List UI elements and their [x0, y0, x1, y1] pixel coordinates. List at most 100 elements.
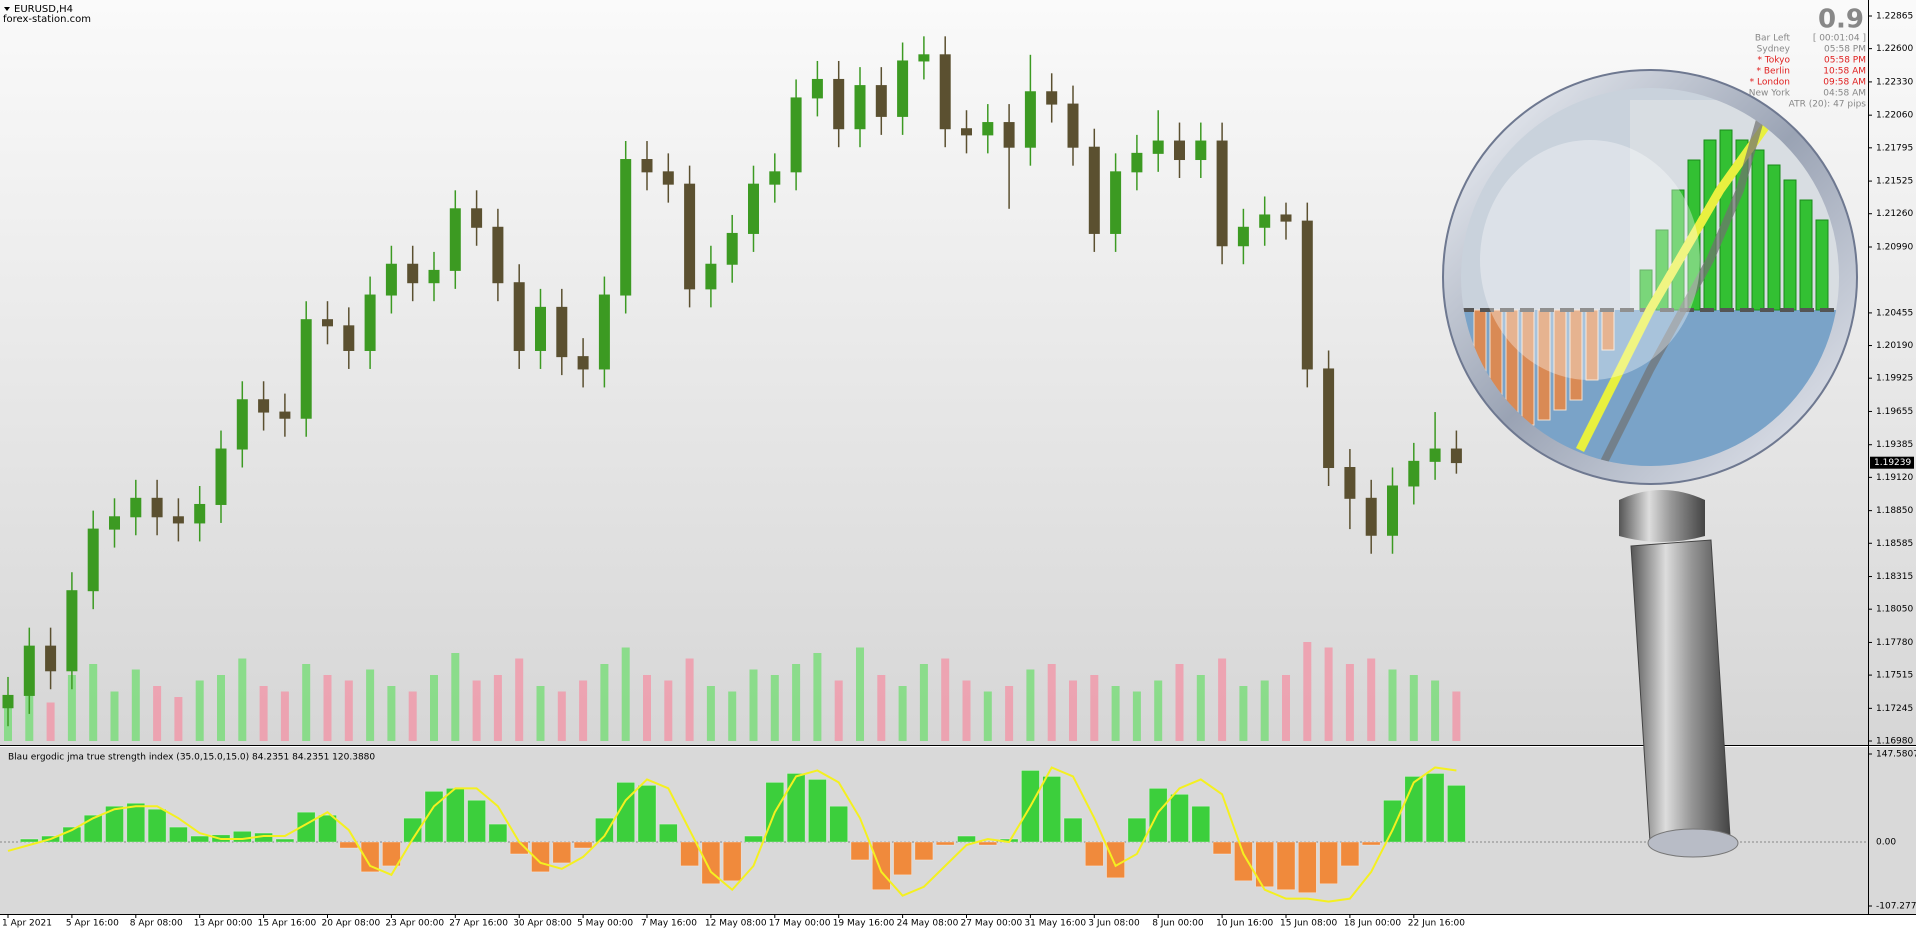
volume-bar: [1111, 686, 1120, 741]
symbol: EURUSD,H4: [14, 4, 73, 15]
histogram-bar: [233, 830, 252, 843]
y-tick-label: 1.21795: [1876, 143, 1913, 153]
y-tick-label: 0.00: [1876, 838, 1896, 848]
histogram-bar: [935, 841, 955, 846]
candle-body: [1174, 140, 1185, 161]
histogram-bar: [680, 841, 699, 867]
histogram-bar: [467, 799, 486, 843]
histogram-bar: [1063, 817, 1083, 843]
candle-body: [130, 497, 142, 518]
histogram-bar: [1042, 776, 1061, 843]
info-label: * Tokyo: [1757, 56, 1790, 66]
x-tick-label: 22 Jun 16:00: [1408, 919, 1465, 929]
x-tick-label: 10 Jun 16:00: [1216, 919, 1273, 929]
histogram-bar: [552, 841, 572, 864]
candle-body: [194, 503, 206, 524]
histogram-bar: [850, 841, 870, 861]
candle-body: [1450, 448, 1462, 464]
y-tick-label: 1.16980: [1876, 737, 1913, 747]
volume-bar: [1069, 680, 1077, 741]
histogram-bar: [978, 841, 998, 846]
histogram-bar: [701, 841, 721, 885]
volume-bar: [557, 691, 566, 741]
volume-bar: [515, 658, 524, 741]
histogram-bar: [360, 841, 380, 873]
candle-body: [1110, 171, 1122, 234]
x-tick-label: 15 Jun 08:00: [1280, 919, 1337, 929]
histogram-bar: [1447, 785, 1466, 843]
magnifier-ring: [1443, 70, 1857, 484]
y-tick-label: 1.18050: [1876, 605, 1913, 615]
candle-body: [1344, 467, 1356, 499]
x-tick-label: 13 Apr 00:00: [194, 919, 253, 929]
volume-bar: [1324, 647, 1333, 741]
magnifier-handle-cap: [1647, 828, 1739, 858]
y-tick-label: 1.22600: [1876, 44, 1913, 54]
volume-bar: [856, 647, 864, 741]
candle-body: [1216, 140, 1228, 247]
x-tick-label: 5 May 00:00: [577, 919, 633, 929]
y-tick-label: 1.21260: [1876, 209, 1913, 219]
volume-bar: [792, 664, 801, 741]
candle-body: [897, 60, 909, 117]
volume-bar: [1047, 664, 1056, 741]
candle-body: [151, 497, 163, 518]
histogram-bar: [1191, 805, 1211, 843]
volume-bar: [408, 691, 417, 741]
x-tick-label: 5 Apr 16:00: [66, 919, 119, 929]
candle-body: [449, 208, 461, 271]
indicator-panel: [0, 747, 1916, 915]
candle-body: [1259, 214, 1271, 228]
volume-bar: [877, 675, 886, 741]
info-value: 09:58 AM: [1823, 78, 1866, 88]
x-tick-label: 8 Apr 08:00: [130, 919, 183, 929]
y-tick-label: 1.19655: [1876, 407, 1913, 417]
y-tick-label: 1.20455: [1876, 308, 1913, 318]
histogram-bar: [658, 823, 678, 843]
candle-body: [66, 590, 78, 672]
histogram-bar: [1170, 794, 1189, 843]
histogram-bar: [1361, 841, 1381, 846]
candle-body: [87, 528, 99, 592]
y-tick-label: 1.17515: [1876, 671, 1913, 681]
candle-body: [875, 85, 887, 117]
candle-body: [556, 306, 568, 358]
x-tick-label: 1 Apr 2021: [2, 919, 52, 929]
y-tick-label: 1.18315: [1876, 572, 1913, 582]
volume-bar: [600, 664, 609, 741]
x-tick-label: 24 May 08:00: [897, 919, 959, 929]
volume-bar: [664, 680, 673, 741]
histogram-bar: [296, 811, 316, 843]
signal-line: [7, 766, 1457, 903]
histogram-bar: [105, 805, 124, 843]
volume-bar: [706, 686, 715, 741]
candle-body: [811, 78, 823, 99]
histogram-bar: [1106, 841, 1125, 879]
candle-body: [279, 411, 291, 419]
info-value: [ 00:01:04 ]: [1813, 34, 1866, 44]
candle-body: [1323, 368, 1335, 469]
volume-bar: [67, 675, 76, 741]
candle-body: [428, 269, 440, 284]
y-tick-label: 1.17780: [1876, 638, 1913, 648]
histogram-bar: [19, 838, 39, 843]
candle-body: [23, 645, 35, 696]
volume-bar: [898, 686, 907, 741]
candle-body: [854, 85, 866, 130]
volume-bar: [770, 675, 779, 741]
histogram-bar: [637, 785, 657, 843]
volume-bar: [451, 653, 460, 741]
x-tick-label: 27 Apr 16:00: [449, 919, 508, 929]
candle-body: [1067, 103, 1079, 148]
candle-body: [726, 232, 738, 265]
volume-bar: [472, 680, 481, 741]
candle-body: [833, 78, 845, 130]
volume-bar: [1154, 680, 1163, 741]
candle-body: [258, 399, 270, 413]
candle-body: [1301, 220, 1313, 370]
candle-body: [407, 263, 419, 284]
x-tick-label: 20 Apr 08:00: [322, 919, 381, 929]
magnifier: [1442, 69, 1858, 858]
candle-body: [1088, 146, 1100, 234]
x-tick-label: 7 May 16:00: [641, 919, 697, 929]
